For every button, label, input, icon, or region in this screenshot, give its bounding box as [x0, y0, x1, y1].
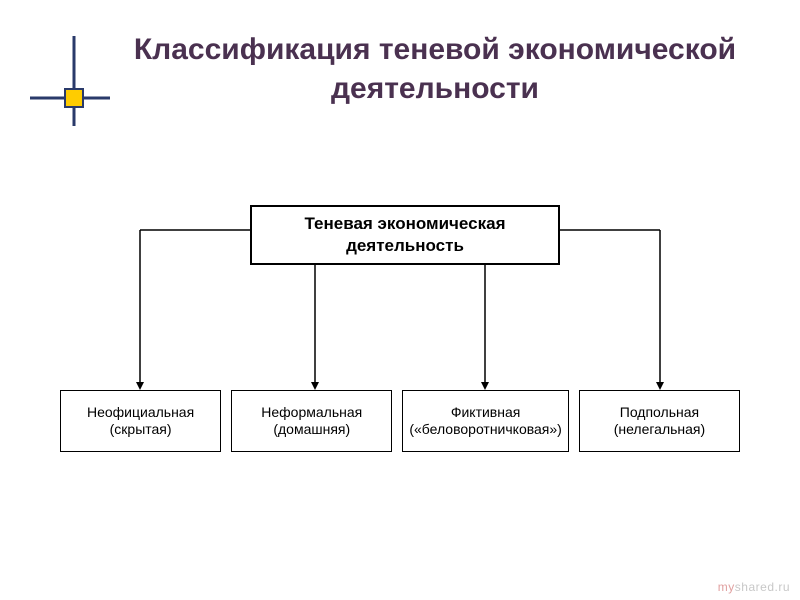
- watermark-suffix: shared.ru: [735, 580, 790, 594]
- child-node-1: Неофициальная (скрытая): [60, 390, 221, 452]
- child-node-4: Подпольная (нелегальная): [579, 390, 740, 452]
- slide-title: Классификация теневой экономической деят…: [110, 30, 760, 108]
- child-node-3: Фиктивная («беловоротничковая»): [402, 390, 569, 452]
- diagram-area: Теневая экономическая деятельность Неофи…: [60, 200, 740, 560]
- child-node-2: Неформальная (домашняя): [231, 390, 392, 452]
- watermark-prefix: my: [718, 580, 735, 594]
- watermark: myshared.ru: [718, 580, 790, 594]
- slide: Классификация теневой экономической деят…: [0, 0, 800, 600]
- root-node: Теневая экономическая деятельность: [250, 205, 560, 265]
- accent-icon: [30, 36, 110, 126]
- accent-decoration: [30, 36, 110, 126]
